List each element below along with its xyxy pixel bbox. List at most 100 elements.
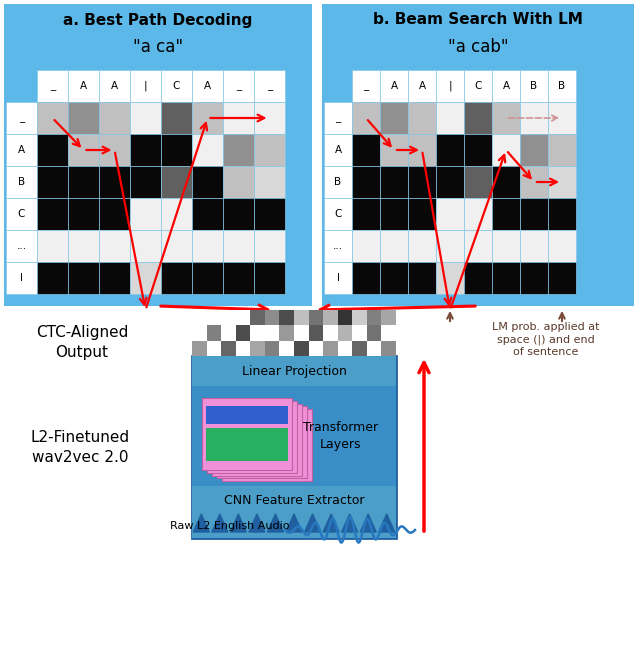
Text: C: C (335, 209, 342, 219)
Bar (352, 166, 380, 198)
Bar (254, 166, 285, 198)
Text: Raw L2 English Audio: Raw L2 English Audio (170, 521, 290, 531)
Bar (212, 404, 301, 475)
Text: ...: ... (17, 241, 27, 251)
Bar (380, 134, 408, 166)
Bar (223, 198, 254, 230)
Text: _: _ (19, 113, 24, 123)
Bar (206, 428, 287, 461)
Text: C: C (173, 81, 180, 91)
Bar (323, 341, 338, 356)
Bar (367, 310, 382, 325)
Bar (99, 198, 130, 230)
Bar (221, 325, 236, 341)
Bar (130, 70, 161, 102)
Bar (192, 230, 223, 262)
Text: A: A (391, 81, 398, 91)
Bar (130, 166, 161, 198)
Bar (254, 134, 285, 166)
Bar (254, 198, 285, 230)
Bar (192, 198, 223, 230)
Bar (323, 310, 338, 325)
Text: A: A (80, 81, 87, 91)
Bar (464, 230, 492, 262)
Bar (492, 262, 520, 294)
Bar (192, 134, 223, 166)
Bar (367, 341, 382, 356)
Bar (236, 341, 251, 356)
Bar (6, 166, 37, 198)
Text: _: _ (363, 81, 369, 91)
Bar (192, 341, 207, 356)
Bar (4, 4, 312, 306)
Bar (492, 166, 520, 198)
Bar (464, 198, 492, 230)
Bar (492, 198, 520, 230)
Bar (222, 409, 312, 481)
Bar (37, 262, 68, 294)
Bar (6, 230, 37, 262)
Bar (192, 310, 207, 325)
Bar (254, 262, 285, 294)
Bar (207, 401, 297, 473)
Text: B: B (530, 81, 537, 91)
Bar (380, 262, 408, 294)
Bar (308, 325, 323, 341)
Bar (324, 166, 352, 198)
Bar (520, 230, 548, 262)
Bar (548, 102, 576, 134)
Bar (37, 230, 68, 262)
Bar (279, 325, 294, 341)
Bar (279, 341, 294, 356)
Bar (202, 398, 292, 470)
Bar (380, 230, 408, 262)
Bar (161, 198, 192, 230)
Text: A: A (502, 81, 509, 91)
Polygon shape (212, 514, 228, 532)
Bar (68, 198, 99, 230)
Bar (548, 198, 576, 230)
Bar (338, 310, 352, 325)
Polygon shape (360, 514, 376, 532)
Bar (130, 198, 161, 230)
Bar (520, 198, 548, 230)
Bar (352, 102, 380, 134)
Bar (520, 166, 548, 198)
Polygon shape (305, 514, 321, 532)
Bar (548, 134, 576, 166)
Bar (436, 134, 464, 166)
Bar (408, 198, 436, 230)
Bar (223, 230, 254, 262)
Bar (37, 166, 68, 198)
Bar (380, 198, 408, 230)
Polygon shape (249, 514, 265, 532)
Bar (223, 262, 254, 294)
Bar (380, 166, 408, 198)
Bar (308, 341, 323, 356)
Bar (352, 230, 380, 262)
Bar (221, 310, 236, 325)
Bar (192, 262, 223, 294)
Bar (68, 230, 99, 262)
Bar (68, 166, 99, 198)
Bar (6, 262, 37, 294)
Text: C: C (474, 81, 481, 91)
Bar (192, 166, 223, 198)
Bar (520, 102, 548, 134)
Bar (352, 325, 367, 341)
Bar (308, 310, 323, 325)
Bar (99, 70, 130, 102)
Bar (161, 134, 192, 166)
Bar (251, 325, 265, 341)
Text: A: A (18, 145, 25, 155)
Bar (37, 102, 68, 134)
Bar (464, 166, 492, 198)
Bar (6, 198, 37, 230)
Bar (37, 70, 68, 102)
Bar (130, 262, 161, 294)
Polygon shape (268, 514, 284, 532)
Bar (223, 134, 254, 166)
Bar (68, 70, 99, 102)
Text: |: | (448, 80, 452, 92)
Bar (382, 310, 396, 325)
